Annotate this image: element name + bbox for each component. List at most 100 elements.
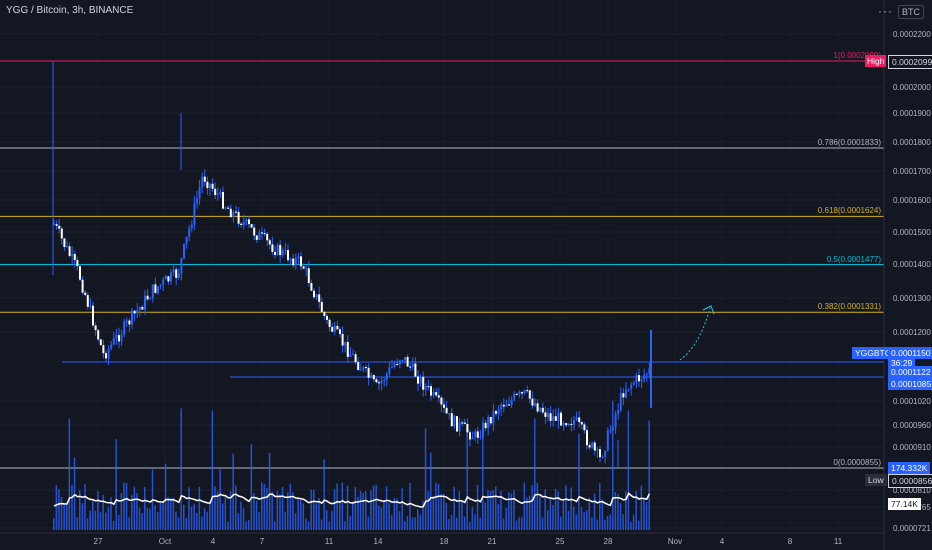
volume-bar (86, 518, 89, 530)
candle-body (422, 376, 425, 390)
volume-bar (206, 511, 208, 530)
candle-body (268, 240, 271, 245)
candle-body (84, 292, 87, 296)
candle-body (500, 404, 503, 410)
candle-body (164, 276, 167, 280)
volume-bar (183, 504, 185, 530)
candle-body (528, 390, 531, 399)
candle-body (146, 295, 149, 300)
volume-bar (367, 516, 370, 530)
candle-body (495, 411, 497, 414)
volume-bar (68, 418, 71, 530)
time-tick-label: 11 (325, 537, 334, 546)
fib-retracement[interactable] (0, 60, 884, 469)
volume-bar (133, 486, 136, 530)
more-options-icon[interactable]: ··· (878, 4, 893, 18)
volume-bar (79, 490, 81, 530)
volume-bar (518, 517, 520, 530)
candle-body (383, 380, 386, 382)
candle-body (266, 233, 269, 241)
candle-body (328, 319, 331, 327)
time-axis[interactable]: 27 Oct 4 7 11 14 18 21 25 28 Nov 4 8 11 (94, 537, 843, 546)
volume-bar (198, 486, 201, 530)
candle-body (227, 207, 230, 209)
volume-bar (588, 497, 591, 530)
candle-body (489, 416, 492, 424)
volume-bar (344, 521, 346, 530)
last-price-tag: 0.0001150 (888, 347, 932, 359)
volume-bar (328, 521, 331, 530)
volume-bar (193, 503, 195, 530)
candle-body (281, 250, 284, 256)
volume-bar (250, 444, 253, 530)
volume-bar (560, 516, 562, 530)
candle-body (417, 376, 419, 384)
horizontal-lines[interactable] (62, 361, 884, 378)
candle-body (586, 430, 588, 446)
candle-body (378, 382, 380, 384)
candle-body (427, 386, 430, 388)
candle-body (526, 390, 529, 392)
volume-bar (378, 505, 380, 530)
volume-bar (547, 509, 549, 530)
price-axis[interactable]: 0.00022000.00021000.00020000.00019000.00… (893, 30, 931, 533)
volume-bar (474, 514, 476, 530)
candle-body (643, 374, 646, 380)
volume-bar (229, 491, 232, 530)
candle-body (271, 244, 274, 252)
price-tick-label: 0.0001400 (893, 260, 931, 269)
candle-body (320, 302, 323, 312)
volume-bar (268, 452, 271, 530)
volume-bar (541, 517, 544, 530)
volume-bar (346, 485, 349, 530)
candle-body (105, 353, 107, 359)
volume-bar (76, 517, 78, 530)
volume-bar (84, 483, 86, 530)
volume-bar (443, 494, 445, 530)
candle-body (437, 395, 440, 398)
volume-bar (271, 491, 273, 530)
volume-bar (240, 501, 242, 530)
forecast-arrow[interactable] (679, 307, 711, 361)
candle-body (326, 315, 328, 320)
candle-body (401, 360, 404, 362)
price-tick-label: 0.0001300 (893, 294, 931, 303)
volume-bar (544, 489, 546, 530)
time-tick-label: 28 (604, 537, 613, 546)
volume-bar (396, 498, 398, 530)
candle-body (198, 187, 201, 199)
volume-bar (81, 503, 84, 530)
candle-body (630, 384, 633, 389)
volume-bar (53, 518, 55, 530)
candle-body (201, 176, 204, 188)
volume-bar (476, 484, 479, 530)
fib-level-label: 0.786(0.0001833) (817, 138, 881, 148)
candle-body (502, 404, 505, 407)
candle-body (136, 310, 139, 314)
volume-bar (495, 486, 497, 530)
chart-title[interactable]: YGG / Bitcoin, 3h, BINANCE (6, 5, 134, 16)
candle-body (162, 279, 165, 285)
candle-body (469, 432, 471, 440)
price-tick-label: 0.0001900 (893, 109, 931, 118)
candle-body (63, 238, 66, 248)
candle-body (619, 393, 622, 411)
volume-bar (320, 519, 323, 530)
candle-body (510, 399, 513, 405)
volume-bar (92, 500, 94, 530)
volume-bar (445, 503, 448, 530)
volume-bar (258, 511, 260, 530)
volume-bar (513, 490, 515, 530)
low-value-tag: 0.0000856 (888, 474, 932, 488)
volume-bar (617, 494, 619, 530)
volume-bar (333, 489, 336, 530)
volume-bar (274, 521, 276, 530)
candle-body (359, 369, 362, 371)
currency-selector[interactable]: BTC (898, 5, 924, 19)
candle-body (560, 412, 562, 426)
candle-body (55, 224, 58, 226)
fib-level-label: 0.382(0.0001331) (817, 302, 881, 312)
candle-body (461, 422, 464, 424)
volume-bar (502, 518, 505, 530)
